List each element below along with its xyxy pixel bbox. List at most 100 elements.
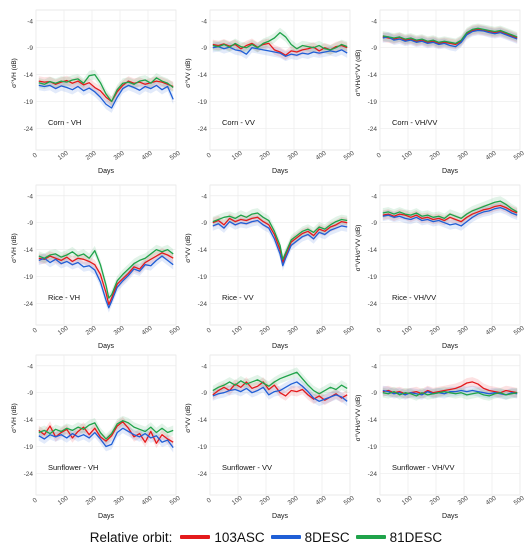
- series-line-81desc: [212, 212, 348, 260]
- x-tick-label: 400: [485, 495, 498, 507]
- x-tick-label: 400: [485, 325, 498, 337]
- x-tick-label: 500: [169, 150, 182, 162]
- series-line-81desc: [382, 27, 518, 45]
- y-tick-label: -14: [24, 72, 34, 79]
- series-line-81desc: [38, 420, 174, 440]
- y-axis-title: σ°VV (dB): [184, 58, 192, 87]
- band-103asc: [38, 248, 174, 310]
- x-tick-label: 400: [141, 495, 154, 507]
- x-tick-label: 300: [287, 325, 300, 337]
- legend-item-81desc: 81DESC: [354, 530, 442, 545]
- x-tick-label: 0: [376, 327, 383, 335]
- series-line-8desc: [212, 219, 348, 267]
- x-axis-title: Days: [98, 343, 114, 350]
- band-8desc: [38, 251, 174, 313]
- series-line-81desc: [212, 371, 348, 395]
- plot-area: [35, 354, 177, 496]
- x-tick-label: 500: [169, 325, 182, 337]
- y-tick-label: -19: [24, 274, 34, 281]
- y-tick-label: -24: [198, 301, 208, 308]
- series-line-103asc: [212, 42, 348, 56]
- series-line-8desc: [382, 29, 518, 48]
- plot-area: [35, 9, 177, 151]
- x-tick-label: 200: [259, 495, 272, 507]
- x-tick-label: 300: [457, 325, 470, 337]
- x-tick-label: 100: [57, 325, 70, 337]
- band-103asc: [212, 38, 348, 61]
- x-tick-label: 400: [315, 150, 328, 162]
- y-axis-title: σ°VV (dB): [184, 233, 192, 262]
- band-81desc: [382, 386, 518, 401]
- legend-title: Relative orbit:: [89, 529, 173, 545]
- x-tick-label: 0: [32, 152, 39, 160]
- x-tick-label: 100: [401, 150, 414, 162]
- y-tick-label: -9: [371, 390, 377, 397]
- y-tick-label: -14: [198, 72, 208, 79]
- y-tick-label: -4: [27, 193, 33, 200]
- y-tick-label: -9: [27, 390, 33, 397]
- x-tick-label: 500: [513, 325, 526, 337]
- x-tick-label: 400: [315, 325, 328, 337]
- x-tick-label: 400: [141, 325, 154, 337]
- x-axis-title: Days: [98, 513, 114, 520]
- x-tick-label: 300: [287, 495, 300, 507]
- x-axis-title: Days: [272, 343, 288, 350]
- y-tick-label: -24: [24, 471, 34, 478]
- y-tick-label: -24: [24, 301, 34, 308]
- series-line-103asc: [382, 381, 518, 395]
- series-line-8desc: [212, 381, 348, 402]
- y-axis-title: σ°VH/σ°VV (dB): [354, 50, 362, 97]
- y-tick-label: -9: [201, 390, 207, 397]
- x-tick-label: 300: [113, 325, 126, 337]
- x-tick-label: 200: [259, 325, 272, 337]
- plot-area: [379, 354, 521, 496]
- y-tick-label: -14: [24, 417, 34, 424]
- series-line-103asc: [212, 381, 348, 401]
- x-tick-label: 0: [206, 327, 213, 335]
- panel-sunflower-vh: -4 -9 -14 -19 -24 0 100 200 300 400 500 Sunflower -…: [10, 354, 182, 520]
- y-tick-label: -9: [27, 45, 33, 52]
- legend-swatch-81desc: [355, 535, 386, 539]
- legend-label-8desc: 8DESC: [304, 529, 350, 545]
- panel-label: Rice - VV: [222, 293, 254, 302]
- x-tick-label: 200: [259, 150, 272, 162]
- x-tick-label: 0: [376, 497, 383, 505]
- y-tick-label: -4: [371, 18, 377, 25]
- panel-rice-vv: -4 -9 -14 -19 -24 0 100 200 300 400 500 Rice - VV Da…: [184, 184, 356, 350]
- y-tick-label: -14: [368, 247, 378, 254]
- legend-swatch-8desc: [270, 535, 301, 539]
- panel-label: Corn - VH: [48, 118, 81, 127]
- x-tick-label: 100: [401, 325, 414, 337]
- y-tick-label: -24: [198, 126, 208, 133]
- y-tick-label: -4: [371, 193, 377, 200]
- series-line-8desc: [212, 45, 348, 57]
- x-tick-label: 200: [429, 495, 442, 507]
- x-axis-title: Days: [272, 168, 288, 175]
- x-tick-label: 200: [429, 325, 442, 337]
- panel-label: Corn - VH/VV: [392, 118, 437, 127]
- y-tick-label: -4: [371, 363, 377, 370]
- y-tick-label: -24: [368, 126, 378, 133]
- series-line-81desc: [382, 200, 518, 220]
- y-tick-label: -19: [368, 274, 378, 281]
- y-axis-title: σ°VH (dB): [10, 403, 18, 433]
- series-line-81desc: [38, 73, 174, 103]
- y-tick-label: -19: [368, 444, 378, 451]
- y-axis-title: σ°VH/σ°VV (dB): [354, 225, 362, 272]
- y-tick-label: -4: [201, 363, 207, 370]
- y-tick-label: -14: [368, 417, 378, 424]
- y-tick-label: -19: [198, 274, 208, 281]
- band-81desc: [38, 244, 174, 303]
- legend: Relative orbit: 103ASC 8DESC 81DESC: [0, 526, 532, 548]
- legend-item-103asc: 103ASC: [178, 530, 265, 545]
- y-tick-label: -4: [27, 18, 33, 25]
- x-axis-title: Days: [442, 343, 458, 350]
- y-tick-label: -19: [24, 444, 34, 451]
- x-tick-label: 500: [343, 325, 356, 337]
- x-tick-label: 300: [113, 150, 126, 162]
- x-tick-label: 400: [141, 150, 154, 162]
- y-tick-label: -14: [198, 417, 208, 424]
- y-axis-title: σ°VH (dB): [10, 233, 18, 263]
- x-axis-title: Days: [442, 513, 458, 520]
- y-tick-label: -9: [371, 45, 377, 52]
